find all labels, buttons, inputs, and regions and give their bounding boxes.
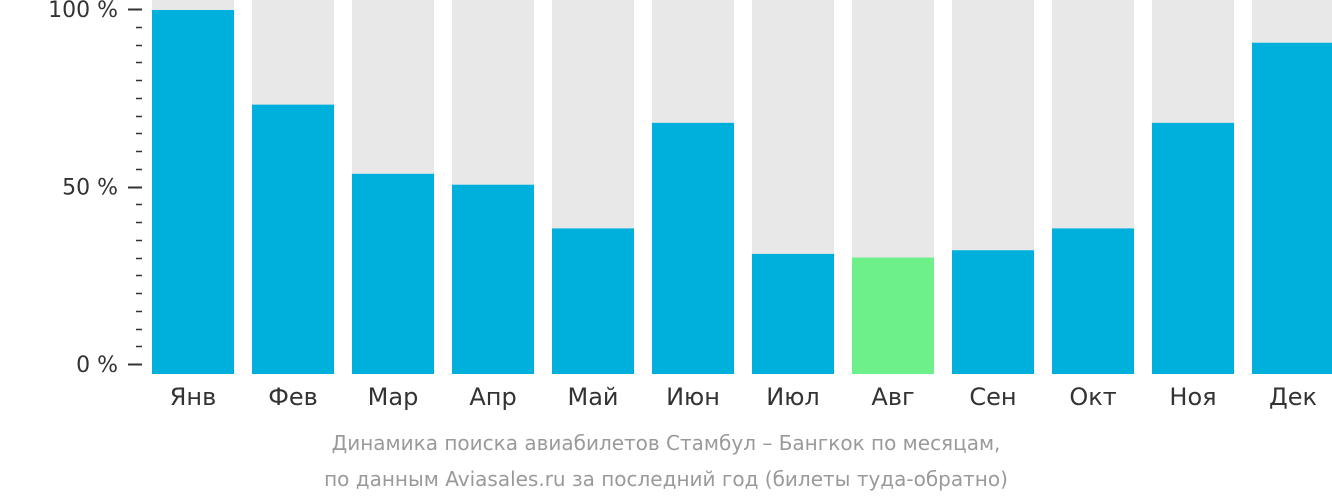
bar-month-2 (252, 104, 334, 374)
x-tick-label-month-6: Июн (666, 383, 720, 411)
bar-month-10 (1052, 228, 1134, 374)
x-tick-label-month-11: Ноя (1169, 383, 1216, 411)
y-tick-label-0: 0 % (76, 353, 118, 378)
y-axis: 100 % 50 % 0 % (48, 0, 142, 378)
x-tick-label-month-10: Окт (1069, 383, 1116, 411)
bars-layer (152, 0, 1332, 374)
y-tick-label-100: 100 % (48, 0, 118, 23)
bar-month-6 (652, 122, 734, 374)
x-tick-label-month-5: Май (567, 383, 618, 411)
chart-caption-line-1: Динамика поиска авиабилетов Стамбул – Ба… (331, 431, 1001, 455)
x-tick-label-month-12: Дек (1269, 383, 1317, 411)
chart-caption-line-2: по данным Aviasales.ru за последний год … (324, 467, 1008, 491)
bar-month-1 (152, 10, 234, 374)
monthly-search-bar-chart: 100 % 50 % 0 % Янв Фев Мар Апр Май Июн Июл Авг Сен… (48, 0, 1332, 411)
bar-month-3 (352, 173, 434, 374)
bar-month-12 (1252, 42, 1332, 374)
bar-month-9 (952, 250, 1034, 374)
bar-month-4 (452, 184, 534, 374)
x-tick-label-month-3: Мар (368, 383, 419, 411)
x-tick-label-month-2: Фев (268, 383, 318, 411)
bar-month-5 (552, 228, 634, 374)
y-tick-label-50: 50 % (62, 176, 118, 201)
x-tick-label-month-7: Июл (766, 383, 820, 411)
bar-month-8 (852, 257, 934, 374)
x-tick-label-month-1: Янв (170, 383, 217, 411)
bar-month-7 (752, 253, 834, 374)
x-tick-label-month-8: Авг (871, 383, 914, 411)
bar-month-11 (1152, 122, 1234, 374)
x-tick-label-month-4: Апр (469, 383, 516, 411)
x-tick-label-month-9: Сен (969, 383, 1016, 411)
x-axis-labels: Янв Фев Мар Апр Май Июн Июл Авг Сен Окт Ноя Дек (170, 383, 1317, 411)
